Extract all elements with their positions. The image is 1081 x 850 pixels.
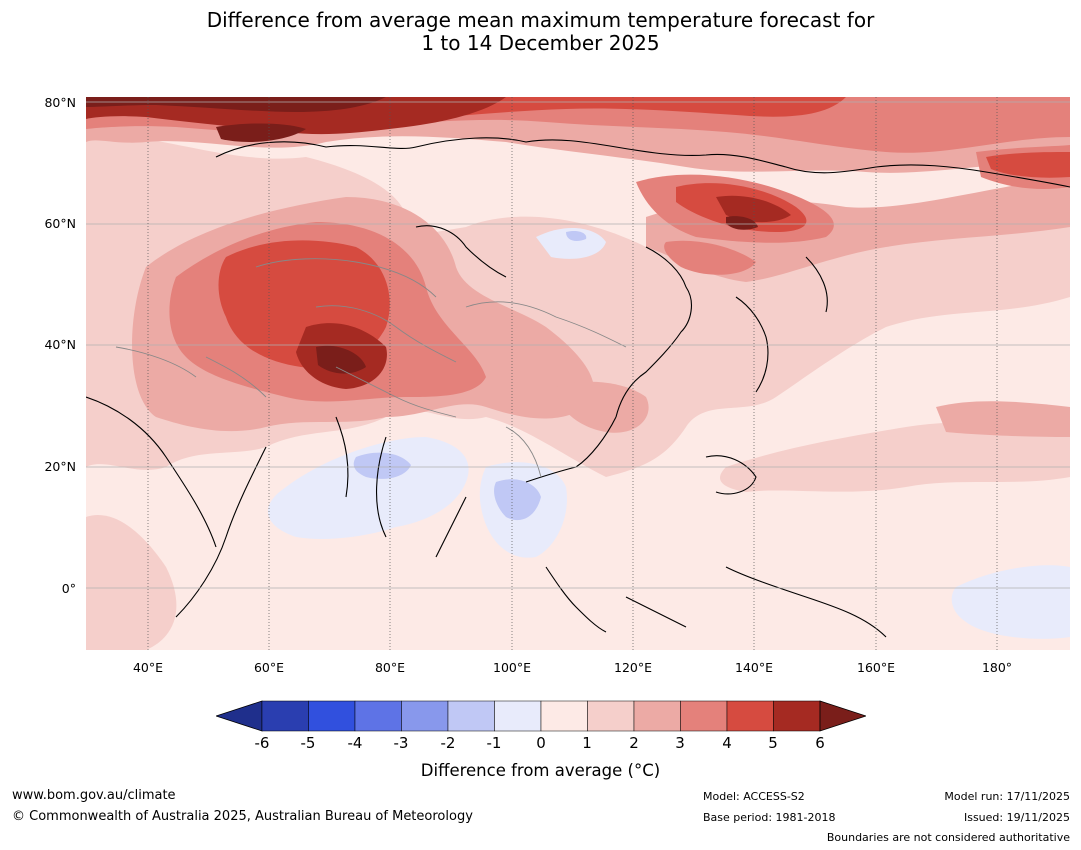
colorbar-tick: 6 <box>815 734 825 752</box>
country-borders <box>115 258 627 478</box>
lon-label-100e: 100°E <box>492 660 532 675</box>
colorbar-segment <box>401 700 449 732</box>
colorbar-tick: -5 <box>300 734 316 752</box>
lat-gridlines <box>86 101 1070 589</box>
colorbar-tick: 3 <box>675 734 685 752</box>
colorbar-segment <box>447 700 495 732</box>
lon-label-140e: 140°E <box>734 660 774 675</box>
colorbar-tick: -4 <box>347 734 363 752</box>
map-svg <box>86 97 1070 650</box>
map-title: Difference from average mean maximum tem… <box>0 9 1081 55</box>
colorbar-segment <box>494 700 542 732</box>
lon-label-40e: 40°E <box>132 660 164 675</box>
colorbar-segment <box>587 700 635 732</box>
forecast-map <box>86 97 1070 650</box>
lon-gridlines <box>147 97 998 650</box>
lon-label-180: 180° <box>981 660 1013 675</box>
lat-label-60n: 60°N <box>44 216 76 231</box>
colorbar-segment <box>308 700 356 732</box>
colorbar-segment <box>726 700 774 732</box>
lat-label-20n: 20°N <box>44 459 76 474</box>
lat-label-40n: 40°N <box>44 337 76 352</box>
colorbar-extend-low <box>216 700 263 732</box>
colorbar-tick: -2 <box>440 734 456 752</box>
anomaly-above-6-regions <box>86 97 758 374</box>
colorbar-segment <box>773 700 821 732</box>
copyright-text: © Commonwealth of Australia 2025, Austra… <box>12 809 473 824</box>
colorbar-tick: 1 <box>582 734 592 752</box>
colorbar-tick: -6 <box>254 734 270 752</box>
colorbar-segment <box>261 700 309 732</box>
colorbar-tick: -1 <box>486 734 502 752</box>
base-period-text: Base period: 1981-2018 <box>703 811 836 824</box>
colorbar-tick: 2 <box>629 734 639 752</box>
model-run-text: Model run: 17/11/2025 <box>944 790 1070 803</box>
website-text: www.bom.gov.au/climate <box>12 788 176 803</box>
lon-label-80e: 80°E <box>374 660 406 675</box>
lat-label-80n: 80°N <box>44 95 76 110</box>
colorbar-tick: 5 <box>768 734 778 752</box>
colorbar-label: Difference from average (°C) <box>420 761 661 780</box>
coastlines <box>86 137 1070 638</box>
title-line-1: Difference from average mean maximum tem… <box>206 8 875 32</box>
colorbar-tick: 4 <box>722 734 732 752</box>
issued-text: Issued: 19/11/2025 <box>963 811 1070 824</box>
colorbar-segment <box>633 700 681 732</box>
lat-label-0: 0° <box>61 581 76 596</box>
colorbar-segment <box>540 700 588 732</box>
anomaly-below-minus1-regions <box>353 230 587 521</box>
colorbar-tick: -3 <box>393 734 409 752</box>
title-line-2: 1 to 14 December 2025 <box>421 31 660 55</box>
colorbar-extend-high <box>819 700 866 732</box>
colorbar-segment <box>680 700 728 732</box>
disclaimer-text: Boundaries are not considered authoritat… <box>826 831 1070 844</box>
colorbar <box>216 700 866 732</box>
model-text: Model: ACCESS-S2 <box>703 790 805 803</box>
lon-label-60e: 60°E <box>253 660 285 675</box>
colorbar-tick: 0 <box>536 734 546 752</box>
anomaly-below-0-regions <box>267 227 1070 639</box>
lon-label-160e: 160°E <box>856 660 896 675</box>
lon-label-120e: 120°E <box>613 660 653 675</box>
colorbar-segment <box>354 700 402 732</box>
